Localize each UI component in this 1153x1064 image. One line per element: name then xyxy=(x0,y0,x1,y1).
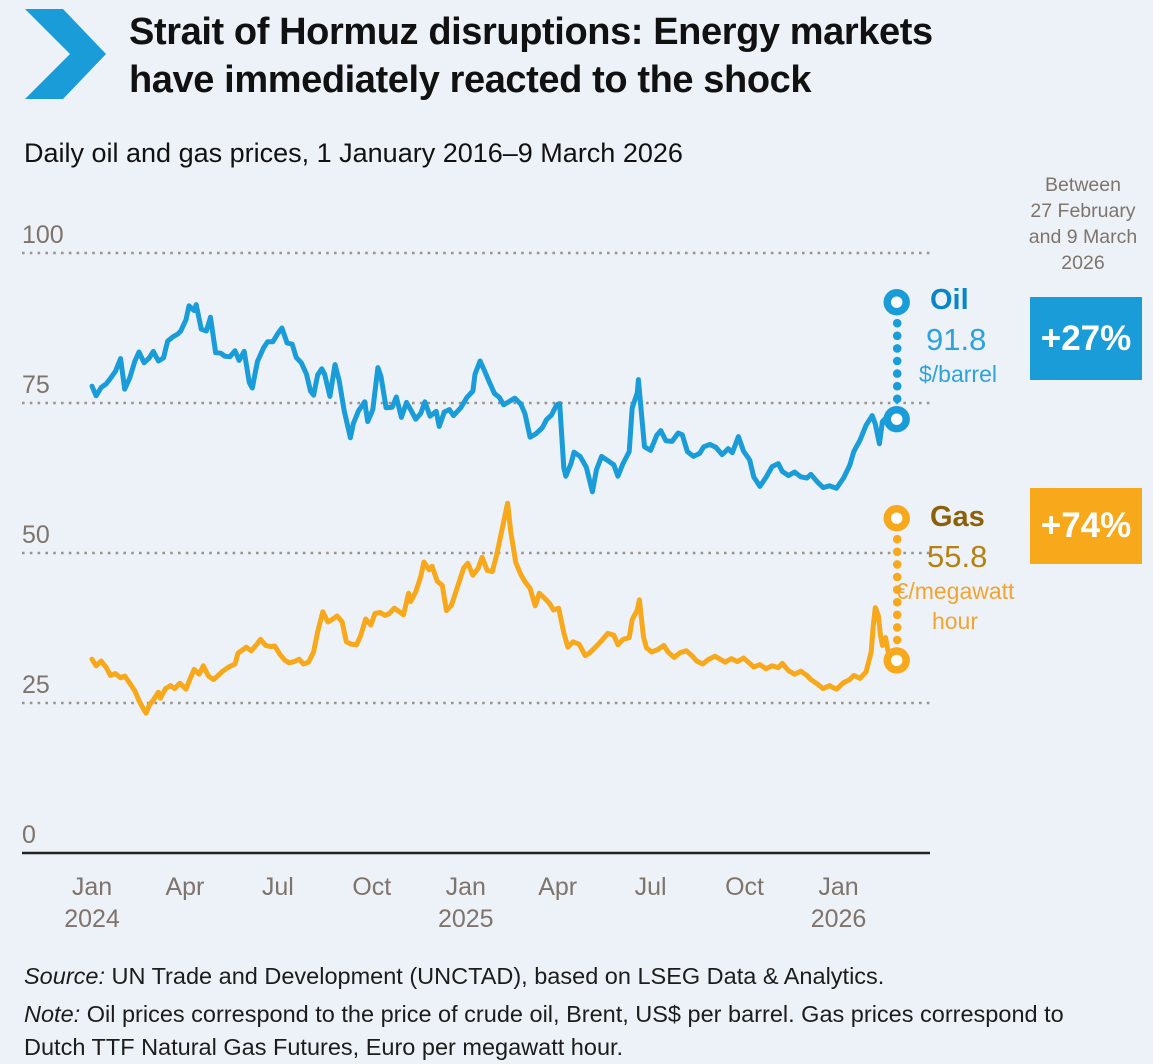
oil-shock-ring-hole xyxy=(891,296,903,308)
x-tick-label: Oct xyxy=(352,873,391,901)
x-tick-year-label: 2026 xyxy=(811,905,867,933)
oil-shock-connector-dot xyxy=(892,331,902,341)
oil-shock-connector-dot xyxy=(892,344,902,353)
x-tick-label: Jan xyxy=(446,873,486,901)
oil-shock-ring xyxy=(883,289,910,316)
oil-endpoint-ring xyxy=(883,406,910,433)
oil-shock-connector-dot xyxy=(892,318,902,328)
note-line: Note: Oil prices correspond to the price… xyxy=(24,998,1130,1064)
chart-footer: Source: UN Trade and Development (UNCTAD… xyxy=(24,960,1130,1064)
oil-endpoint-ring-hole xyxy=(891,413,903,425)
shock-window-note-line: and 9 March xyxy=(1028,226,1138,248)
shock-window-note-line: Between xyxy=(1045,174,1121,196)
oil-change-value: +27% xyxy=(1040,318,1132,358)
y-tick-label-75: 75 xyxy=(22,371,50,399)
gas-shock-connector-dot xyxy=(892,560,902,569)
gas-shock-ring-hole xyxy=(891,512,903,524)
gas-endpoint-ring xyxy=(883,647,910,674)
source-line: Source: UN Trade and Development (UNCTAD… xyxy=(24,960,1130,993)
note-text: Oil prices correspond to the price of cr… xyxy=(24,1001,1064,1060)
gas-change-value: +74% xyxy=(1040,506,1132,545)
x-tick-label: Apr xyxy=(165,873,204,901)
oil-shock-connector-dot xyxy=(892,381,902,391)
page-title-line2: have immediately reacted to the shock xyxy=(129,59,812,101)
y-tick-label-25: 25 xyxy=(22,671,50,699)
gas-shock-connector-dot xyxy=(892,534,902,544)
oil-change-badge: +27% xyxy=(1030,297,1142,380)
oil-unit-label: $/barrel xyxy=(919,361,997,387)
page-title-line1: Strait of Hormuz disruptions: Energy mar… xyxy=(129,11,933,53)
y-tick-label-50: 50 xyxy=(22,521,50,549)
page-title: Strait of Hormuz disruptions: Energy mar… xyxy=(129,8,1089,104)
x-tick-label: Apr xyxy=(538,873,577,901)
source-text: UN Trade and Development (UNCTAD), based… xyxy=(105,963,885,989)
note-label: Note: xyxy=(24,1001,81,1027)
shock-window-note-line: 2026 xyxy=(1061,252,1105,274)
gas-shock-connector-dot xyxy=(892,547,902,557)
x-tick-year-label: 2024 xyxy=(64,905,120,933)
x-tick-year-label: 2025 xyxy=(438,905,494,933)
gas-shock-connector-dot xyxy=(892,635,902,645)
gas-endpoint-ring-hole xyxy=(891,654,903,667)
gas-unit-label: €/megawatt hour xyxy=(895,578,1015,634)
oil-shock-connector-dot xyxy=(892,394,902,404)
chart-subtitle: Daily oil and gas prices, 1 January 2016… xyxy=(24,138,683,168)
y-tick-label-100: 100 xyxy=(22,221,64,249)
x-tick-label: Jul xyxy=(635,873,667,901)
x-tick-label: Oct xyxy=(725,873,764,901)
oil-latest-value: 91.8 xyxy=(926,322,987,357)
shock-window-note-line: 27 February xyxy=(1030,200,1136,222)
oil-series-line xyxy=(89,302,900,495)
x-tick-label: Jan xyxy=(72,873,112,901)
oil-shock-connector-dot xyxy=(892,356,902,366)
source-label: Source: xyxy=(24,963,105,989)
y-tick-label-0: 0 xyxy=(22,821,36,849)
oil-shock-connector-dot xyxy=(892,369,902,378)
oil-series-label: Oil xyxy=(930,284,969,316)
gas-shock-ring xyxy=(883,505,910,532)
shock-window-note: Between 27 February and 9 March 2026 xyxy=(1010,172,1153,276)
x-tick-label: Jul xyxy=(262,873,294,901)
gas-series-label: Gas xyxy=(930,501,985,533)
gas-latest-value: 55.8 xyxy=(927,539,988,574)
x-tick-label: Jan xyxy=(818,873,858,901)
gas-change-badge: +74% xyxy=(1030,488,1142,564)
chevron-logo-icon xyxy=(25,9,106,99)
gas-series-line xyxy=(89,500,900,716)
